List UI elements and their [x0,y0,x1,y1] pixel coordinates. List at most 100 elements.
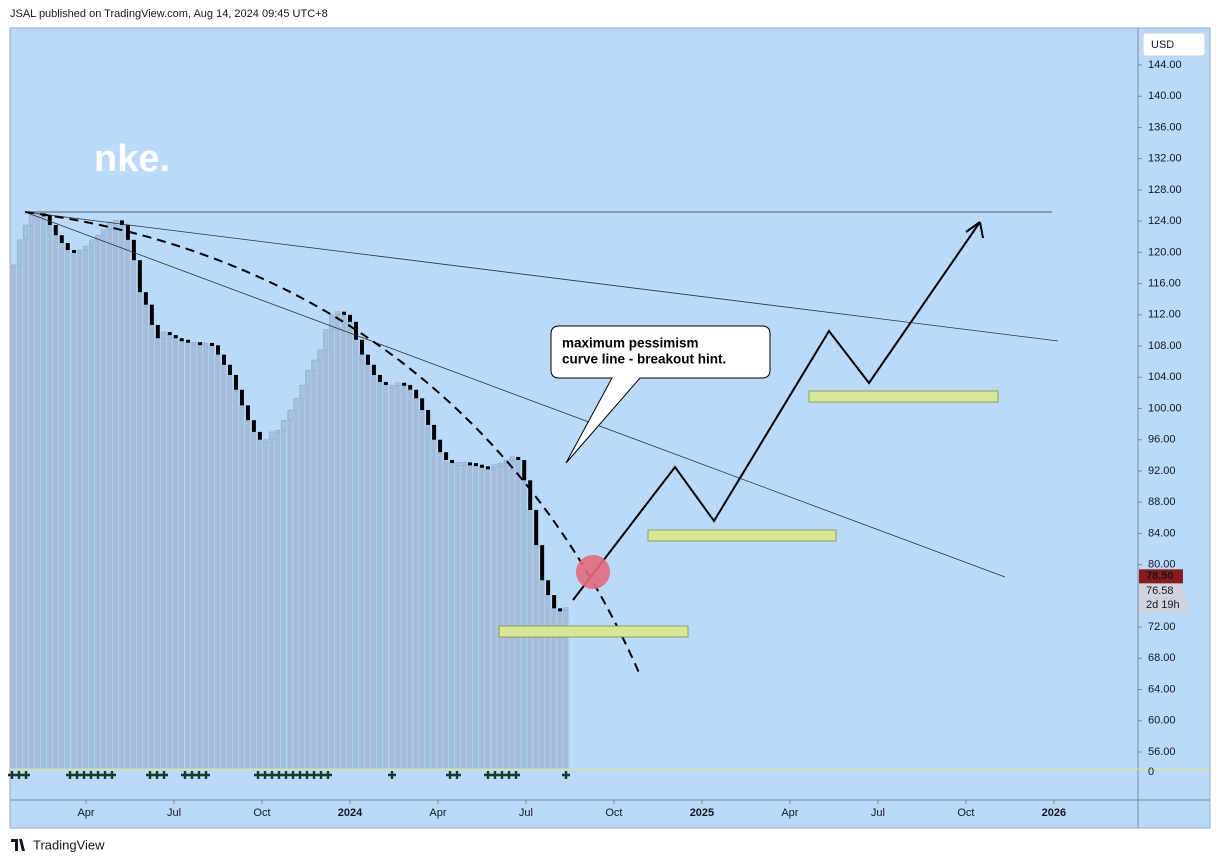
chart-frame [9,27,1211,829]
candle [522,460,527,481]
area-column [136,292,143,769]
signal-marker [80,771,88,779]
area-column [407,389,413,769]
area-column [209,345,215,769]
area-column [34,213,41,769]
candle [239,389,244,406]
y-tick-label: 84.00 [1148,527,1176,539]
candle [365,354,370,365]
y-tick-label: 68.00 [1148,652,1176,664]
signal-marker [505,771,513,779]
area-column [238,405,245,769]
area-column [83,246,89,769]
candle [167,331,172,336]
candle [546,580,551,596]
candle [29,214,35,226]
area-column [178,339,185,769]
area-column [250,431,257,769]
signal-marker [160,771,168,779]
volume-zero-label: 0 [1148,766,1154,778]
area-column [341,314,347,769]
candle [77,249,83,254]
candle [438,439,443,453]
area-column [215,354,221,769]
y-tick-label: 104.00 [1148,371,1182,383]
signal-marker [22,771,30,779]
area-column [226,374,233,769]
area-column [437,452,443,769]
area-column [346,321,353,769]
area-column [232,389,239,769]
trend-line [24,211,1006,578]
area-column [293,398,299,769]
candle [251,420,256,432]
price-label-box [1139,584,1183,599]
candle [257,431,262,440]
area-column [545,595,551,769]
area-column [455,462,461,769]
area-column [166,335,173,769]
area-column [46,225,53,770]
area-column [262,439,269,769]
area-column [461,462,467,769]
signal-marker [94,771,102,779]
area-column [64,250,71,769]
callout-text: maximum pessimism [562,336,699,351]
breakout-marker [576,555,610,589]
x-tick-label: Oct [957,807,974,819]
area-column [130,260,137,769]
signal-marker [317,771,325,779]
candle [293,398,299,411]
y-tick-label: 120.00 [1148,246,1182,258]
area-column [28,214,35,769]
area-column [197,342,203,769]
area-column [154,338,161,769]
countdown: 2d 19h [1146,599,1180,611]
area-column [124,239,131,770]
candle [485,466,490,470]
signal-marker [303,771,311,779]
area-column [521,480,527,769]
candle [83,245,89,251]
candle [395,382,401,387]
area-column [112,220,119,769]
candle [467,462,472,466]
signal-marker [498,771,506,779]
candle [383,381,388,386]
footer-logo [11,839,25,851]
area-column [472,464,479,769]
x-tick-label: Apr [77,807,94,819]
area-column [389,385,395,769]
signal-marker [146,771,154,779]
candle [125,225,130,240]
signal-marker [282,771,290,779]
candle [377,374,382,382]
area-column [478,466,485,769]
area-column [287,410,293,769]
area-column [77,250,83,769]
area-column [551,608,557,769]
drawings [24,211,1059,676]
signal-marker [289,771,297,779]
area-column [358,354,365,769]
zone-box [647,529,837,542]
area-column [443,460,449,769]
candle [408,385,413,390]
signal-marker [453,771,461,779]
area-column [22,225,29,770]
signal-marker [66,771,74,779]
candle [479,464,484,468]
candle [528,480,533,510]
candle [263,439,269,444]
area-column [497,463,503,769]
candle [155,324,160,339]
projection-path [572,221,984,601]
x-tick-label: Oct [605,807,622,819]
countdown-box [1139,598,1187,613]
trend-line [24,211,1059,342]
area-column [539,580,545,769]
candle [540,545,545,581]
y-tick-label: 80.00 [1148,559,1176,571]
signal-marker [87,771,95,779]
currency-box [1142,32,1206,57]
